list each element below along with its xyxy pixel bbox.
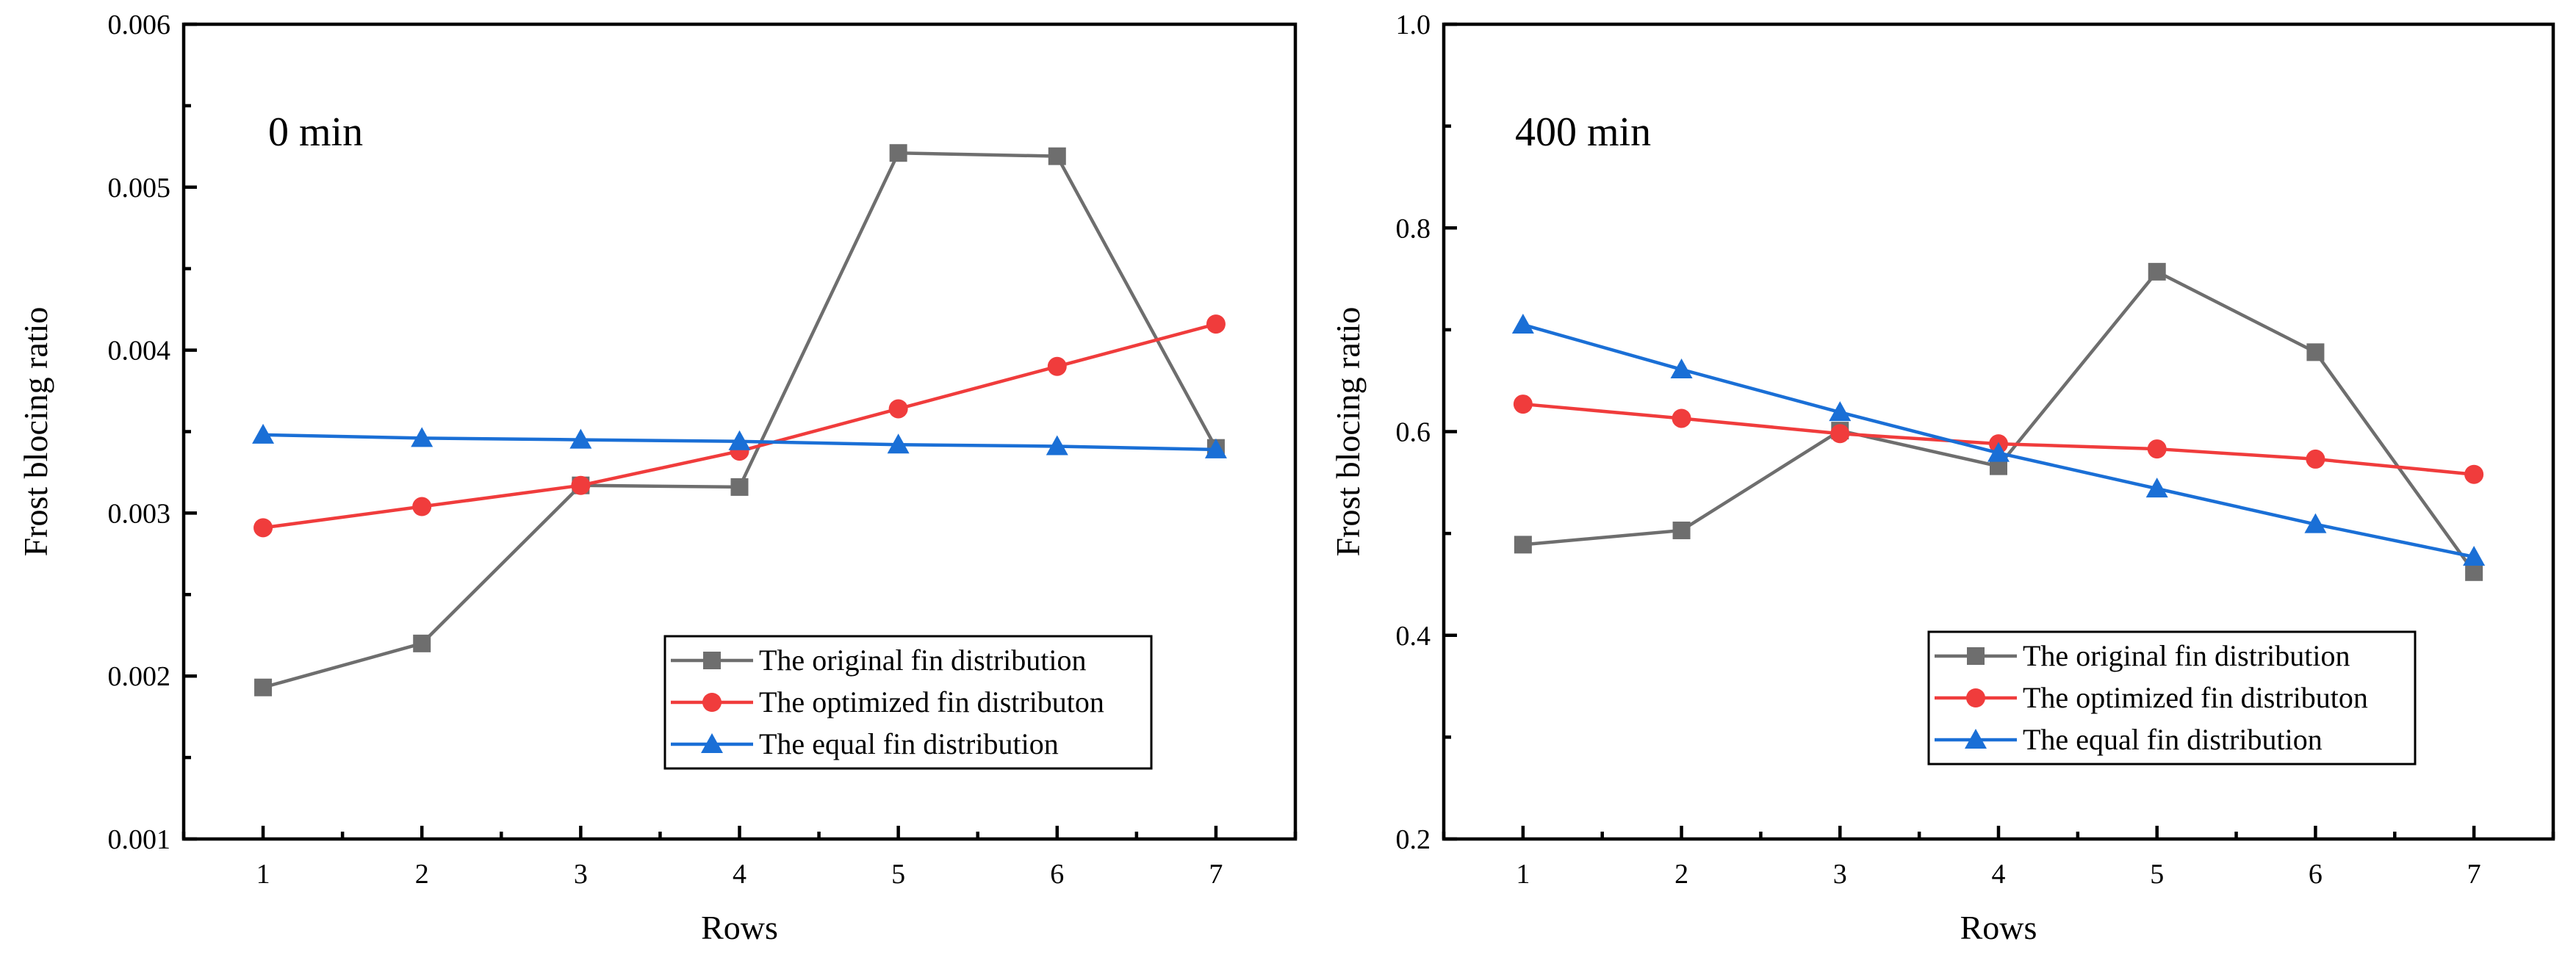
p0-data-point <box>728 430 751 450</box>
p1-legend-marker <box>1967 647 1985 665</box>
p1-data-point <box>1511 313 1534 334</box>
p0-data-point <box>252 423 275 444</box>
p1-data-point <box>1672 521 1691 539</box>
p1-data-point <box>2304 513 2327 533</box>
chart-panel-400-min: 0.2 0.4 0.6 0.8 1.0 1 2 3 4 5 6 7 Rows Frost blocing … <box>1329 10 2555 946</box>
p1-y-tick-label: 1.0 <box>1396 10 1431 40</box>
p0-data-point <box>254 678 273 696</box>
p0-data-point <box>888 399 908 419</box>
p1-data-point <box>1513 395 1533 414</box>
p0-data-point <box>730 478 749 496</box>
p1-x-tick-label: 2 <box>1674 859 1688 890</box>
p0-series-triangle <box>252 423 1227 458</box>
p0-series-line <box>262 322 1217 530</box>
p0-y-tick-label: 0.003 <box>108 498 171 529</box>
p1-legend-entry: The equal fin distribution <box>2023 723 2323 756</box>
p0-series-circle <box>253 314 1226 538</box>
p1-data-point <box>2148 262 2166 281</box>
p1-y-tick-label: 0.8 <box>1396 213 1431 244</box>
p0-legend-marker <box>703 652 721 669</box>
p0-series-square <box>254 144 1225 696</box>
p1-data-point <box>2145 478 2168 498</box>
p1-x-tick-label: 5 <box>2150 859 2164 890</box>
p1-x-tick-label: 6 <box>2309 859 2323 890</box>
p1-series-square <box>1514 262 2483 581</box>
p0-data-point <box>1046 435 1068 455</box>
p1-y-tick-label: 0.4 <box>1396 621 1431 652</box>
p0-y-tick-label: 0.005 <box>108 173 171 204</box>
p0-data-point <box>889 144 907 162</box>
p1-data-point <box>1514 536 1532 554</box>
p1-legend: The original fin distribution The optimiz… <box>1927 630 2417 766</box>
p0-data-point <box>569 428 592 449</box>
p1-data-point <box>1987 442 2010 462</box>
p1-time-annotation: 400 min <box>1515 109 1651 155</box>
chart-panel-0-min: 0.001 0.002 0.003 0.004 0.005 0.006 1 2 3 4 5 6 7 Row… <box>17 10 1298 946</box>
p1-data-point <box>1829 401 1852 422</box>
p0-data-point <box>887 433 910 454</box>
p1-data-point <box>1830 424 1850 444</box>
p0-time-annotation: 0 min <box>268 109 363 155</box>
p1-data-point <box>2465 563 2483 581</box>
p1-y-tick-label: 0.6 <box>1396 417 1431 448</box>
p0-y-tick-label: 0.002 <box>108 661 171 692</box>
p0-x-tick-label: 6 <box>1050 859 1064 890</box>
p1-x-tick-label: 3 <box>1833 859 1847 890</box>
p1-x-axis-label: Rows <box>1960 909 2037 946</box>
p0-legend: The original fin distribution The optimiz… <box>663 635 1153 770</box>
p0-y-tick-label: 0.004 <box>108 336 171 367</box>
p1-data-point <box>2463 546 2486 566</box>
p0-data-point <box>412 497 432 516</box>
p1-legend-marker <box>1966 688 1985 707</box>
p1-x-tick-label: 1 <box>1516 859 1530 890</box>
p0-x-axis-label: Rows <box>701 909 778 946</box>
p0-data-point <box>1204 438 1227 458</box>
p0-x-tick-label: 1 <box>256 859 270 890</box>
p1-y-tick-label: 0.2 <box>1396 824 1431 855</box>
p0-legend-entry: The equal fin distribution <box>759 727 1059 760</box>
p0-data-point <box>253 518 273 538</box>
p0-legend-marker <box>701 733 723 753</box>
p0-data-point <box>1047 356 1067 376</box>
p0-x-tick-label: 2 <box>415 859 429 890</box>
p1-data-point <box>2306 343 2325 361</box>
p0-legend-entry: The original fin distribution <box>759 644 1087 677</box>
p0-x-tick-label: 5 <box>891 859 905 890</box>
p1-data-point <box>1672 408 1691 428</box>
p0-data-point <box>1048 147 1066 165</box>
p1-data-point <box>2464 464 2484 484</box>
p1-x-tick-label: 4 <box>1992 859 2006 890</box>
p0-data-point <box>1206 314 1226 334</box>
p0-legend-marker <box>702 693 722 712</box>
p1-data-point <box>1670 358 1693 378</box>
p1-x-tick-label: 7 <box>2467 859 2481 890</box>
p0-y-tick-label: 0.001 <box>108 824 171 855</box>
p0-data-point <box>411 427 433 447</box>
p0-series-line <box>262 151 1217 689</box>
p0-x-tick-label: 3 <box>574 859 588 890</box>
p1-data-point <box>2147 439 2167 459</box>
p1-legend-entry: The original fin distribution <box>2023 639 2350 672</box>
p0-data-point <box>571 475 591 495</box>
p1-data-point <box>2306 449 2325 469</box>
p0-legend-entry: The optimized fin distributon <box>759 685 1104 718</box>
p0-x-tick-label: 4 <box>733 859 746 890</box>
p0-x-tick-label: 7 <box>1209 859 1223 890</box>
p1-legend-entry: The optimized fin distributon <box>2023 681 2368 714</box>
p1-series-triangle <box>1511 313 2486 566</box>
p1-legend-marker <box>1965 729 1987 749</box>
p1-y-axis-label: Frost blocing ratio <box>1329 307 1367 557</box>
p0-y-tick-label: 0.006 <box>108 10 171 40</box>
p0-y-axis-label: Frost blocing ratio <box>17 307 54 557</box>
p0-data-point <box>413 634 431 652</box>
